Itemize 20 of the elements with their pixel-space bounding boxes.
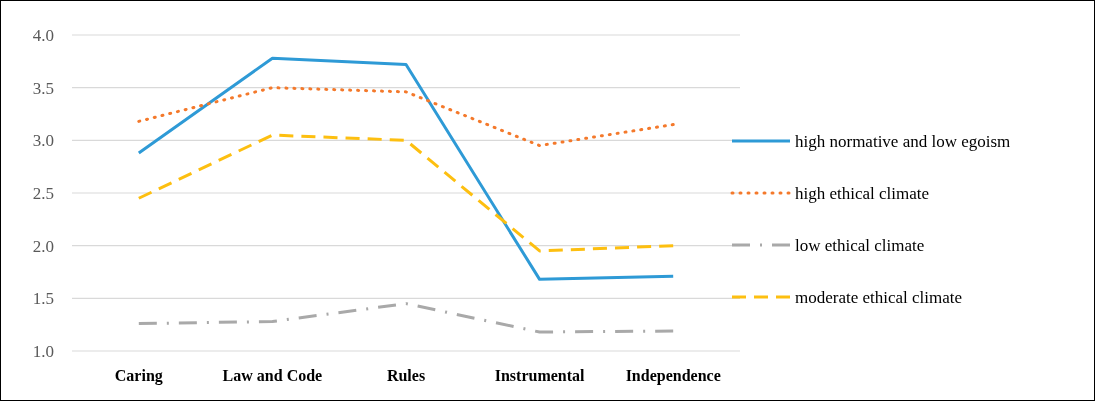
y-tick-label: 2.5 (32, 183, 54, 203)
y-tick-label: 2.0 (32, 236, 54, 256)
x-tick-label: Independence (625, 367, 721, 385)
line-series (137, 302, 675, 334)
legend-label: high ethical climate (795, 183, 930, 203)
line-series (137, 56, 675, 281)
x-tick-label: Rules (386, 367, 426, 384)
x-tick-label: Instrumental (494, 367, 586, 384)
line-series (137, 133, 675, 253)
y-tick-label: 1.0 (32, 341, 54, 361)
line-series (137, 86, 675, 148)
legend-label: moderate ethical climate (795, 287, 963, 307)
y-tick-label: 4.0 (32, 25, 54, 45)
y-tick-label: 3.5 (32, 78, 54, 98)
x-tick-label: Law and Code (222, 367, 323, 384)
y-tick-label: 3.0 (32, 131, 54, 151)
legend-label: low ethical climate (795, 235, 925, 255)
x-tick-label: Caring (114, 367, 163, 385)
legend-label: high normative and low egoism (795, 131, 1011, 151)
y-tick-label: 1.5 (32, 289, 54, 309)
